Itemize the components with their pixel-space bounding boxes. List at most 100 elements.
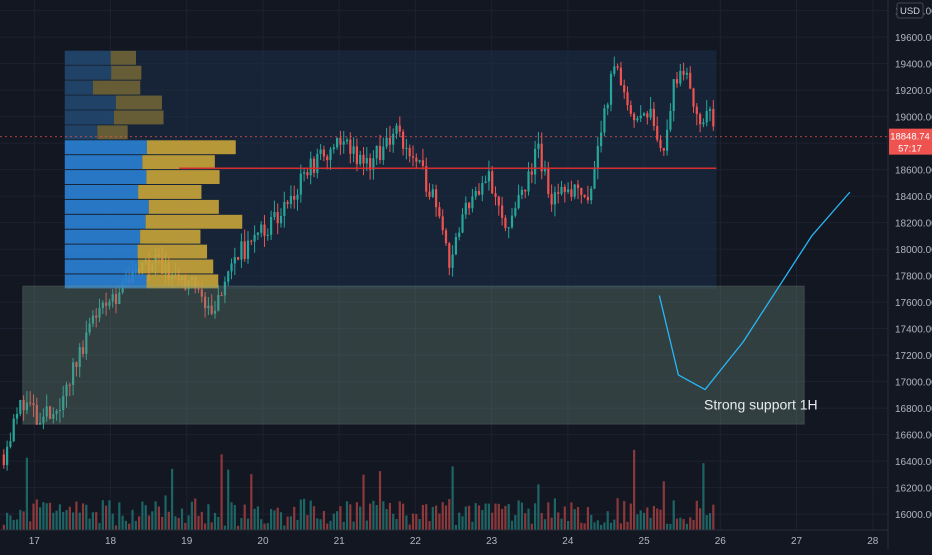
candle-body [217, 294, 220, 311]
volume-bar [705, 515, 708, 530]
y-tick-label: 17400.00 [895, 325, 932, 336]
volume-bar [695, 500, 698, 530]
candle-body [22, 400, 25, 411]
profile-bar-buy [64, 199, 149, 214]
candle-body [339, 137, 342, 145]
candle-body [114, 294, 118, 305]
candle-body [32, 403, 35, 406]
volume-bar [580, 522, 583, 530]
volume-bar [32, 503, 35, 530]
volume-bar [375, 505, 378, 530]
candle-body [708, 109, 712, 111]
volume-bar [177, 517, 180, 530]
volume-bar [395, 518, 398, 530]
candle-body [411, 156, 415, 158]
x-tick-label: 21 [334, 536, 346, 547]
volume-bar [161, 516, 164, 530]
candle-body [197, 288, 200, 290]
candle-body [501, 205, 504, 218]
candle-body [95, 315, 98, 318]
candle-body [289, 195, 293, 204]
volume-bar [62, 511, 65, 530]
last-price-badge [889, 128, 932, 155]
currency-badge [896, 2, 924, 19]
candle-body [375, 145, 378, 159]
candle-body [378, 145, 382, 160]
candle-body [514, 208, 517, 216]
candle-body [246, 240, 250, 259]
candle-body [633, 113, 636, 121]
candle-body [454, 236, 458, 255]
candle-body [398, 125, 401, 132]
volume-bar [309, 500, 312, 530]
y-tick-label: 18600.00 [895, 166, 932, 177]
candle-body [349, 139, 352, 154]
candle-body [299, 173, 302, 195]
candle-body [692, 88, 695, 107]
volume-bar [78, 512, 81, 530]
candle-body [510, 215, 514, 228]
candle-body [458, 232, 461, 237]
profile-bar-buy [64, 80, 93, 95]
volume-bar [613, 519, 616, 530]
volume-bar [471, 521, 474, 530]
volume-bar [435, 505, 438, 530]
volume-bar [95, 512, 98, 530]
volume-bar [273, 510, 276, 530]
candle-body [316, 153, 319, 173]
volume-bar [359, 506, 362, 530]
y-tick-label: 19400.00 [895, 60, 932, 71]
y-tick-label: 18200.00 [895, 219, 932, 230]
candle-body [642, 113, 646, 116]
candle-body [270, 217, 273, 235]
candle-body [524, 189, 527, 192]
volume-profile [64, 50, 243, 289]
volume-bar [431, 506, 434, 530]
candle-body [260, 224, 263, 233]
candle-body [656, 126, 659, 140]
drawings: Strong support 1H [0, 136, 888, 425]
candle-body [603, 108, 606, 133]
candle-body [12, 418, 15, 442]
volume-bar [454, 524, 458, 530]
candle-body [494, 193, 497, 197]
profile-bar-buy [64, 185, 139, 199]
volume-bar [270, 508, 273, 530]
volume-bar [345, 501, 349, 530]
candle-body [682, 70, 685, 75]
currency-label: USD [900, 6, 920, 17]
candle-body [550, 193, 553, 205]
volume-bar [256, 506, 260, 530]
volume-bar [85, 504, 88, 530]
candle-body [609, 73, 613, 105]
volume-bar [6, 512, 9, 530]
candle-body [418, 160, 421, 162]
volume-bar [530, 523, 533, 530]
volume-bar [289, 516, 293, 530]
volume-bar [184, 522, 187, 530]
candle-body [342, 141, 345, 145]
volume-bar [408, 524, 411, 530]
candle-body [504, 217, 507, 229]
volume-bar [712, 504, 715, 530]
volume-bar [685, 523, 689, 530]
volume-bar [22, 511, 25, 530]
volume-bar [458, 512, 461, 530]
volume-bar [55, 510, 58, 530]
volume-bar [448, 499, 451, 530]
volume-bar [415, 514, 418, 530]
volume-bar [144, 505, 147, 530]
volume-bar [29, 521, 32, 530]
candle-body [547, 168, 550, 194]
volume-bar [524, 513, 527, 530]
candle-body [336, 137, 339, 148]
volume-bar [279, 512, 283, 530]
x-tick-label: 18 [105, 536, 117, 547]
volume-bar [675, 518, 679, 530]
volume-bar [649, 517, 652, 530]
candle-body [487, 171, 491, 182]
volume-bar [593, 522, 596, 530]
candle-body [65, 384, 68, 397]
profile-bar-buy [64, 214, 146, 229]
